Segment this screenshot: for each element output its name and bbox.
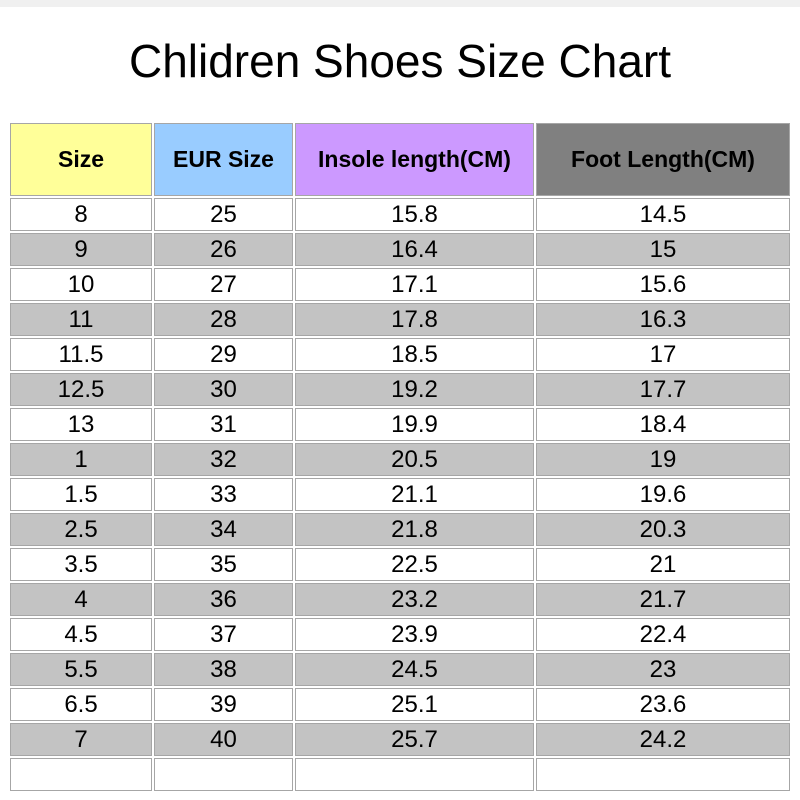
table-cell: 15.6 (536, 268, 790, 301)
table-cell: 20.5 (295, 443, 534, 476)
table-cell: 6.5 (10, 688, 152, 721)
column-header-eur-size: EUR Size (154, 123, 293, 196)
table-cell: 11.5 (10, 338, 152, 371)
table-cell: 20.3 (536, 513, 790, 546)
table-cell: 19.2 (295, 373, 534, 406)
table-cell: 25 (154, 198, 293, 231)
table-cell: 18.5 (295, 338, 534, 371)
table-cell: 37 (154, 618, 293, 651)
table-cell (536, 758, 790, 791)
table-row: 11.5 29 18.5 17 (10, 338, 790, 371)
table-cell: 23.6 (536, 688, 790, 721)
table-cell: 19.9 (295, 408, 534, 441)
table-cell: 4 (10, 583, 152, 616)
table-cell: 39 (154, 688, 293, 721)
page-title: Chlidren Shoes Size Chart (128, 35, 672, 87)
table-cell: 14.5 (536, 198, 790, 231)
table-cell: 8 (10, 198, 152, 231)
table-cell: 19 (536, 443, 790, 476)
top-bar (0, 0, 800, 7)
column-header-size: Size (10, 123, 152, 196)
table-cell: 17 (536, 338, 790, 371)
table-cell: 31 (154, 408, 293, 441)
table-cell: 34 (154, 513, 293, 546)
table-cell: 16.3 (536, 303, 790, 336)
column-header-foot-length: Foot Length(CM) (536, 123, 790, 196)
table-cell: 26 (154, 233, 293, 266)
table-cell: 18.4 (536, 408, 790, 441)
table-row: 4 36 23.2 21.7 (10, 583, 790, 616)
table-cell: 11 (10, 303, 152, 336)
table-cell: 17.7 (536, 373, 790, 406)
table-cell: 17.8 (295, 303, 534, 336)
table-cell: 15.8 (295, 198, 534, 231)
table-cell: 21.8 (295, 513, 534, 546)
table-cell: 19.6 (536, 478, 790, 511)
table-cell: 23.9 (295, 618, 534, 651)
table-cell: 23.2 (295, 583, 534, 616)
table-cell: 38 (154, 653, 293, 686)
table-cell: 35 (154, 548, 293, 581)
size-chart-table-body: 8 25 15.8 14.5 9 26 16.4 15 10 27 17.1 15.6 11 28 17.8… (10, 198, 790, 791)
table-cell: 21 (536, 548, 790, 581)
table-cell: 22.4 (536, 618, 790, 651)
table-cell: 27 (154, 268, 293, 301)
table-row: 5.5 38 24.5 23 (10, 653, 790, 686)
table-row: 2.5 34 21.8 20.3 (10, 513, 790, 546)
table-cell (295, 758, 534, 791)
table-cell: 3.5 (10, 548, 152, 581)
table-cell: 2.5 (10, 513, 152, 546)
table-row: 11 28 17.8 16.3 (10, 303, 790, 336)
column-header-insole-length: Insole length(CM) (295, 123, 534, 196)
table-cell: 1 (10, 443, 152, 476)
table-cell: 29 (154, 338, 293, 371)
table-cell: 21.1 (295, 478, 534, 511)
table-row: 13 31 19.9 18.4 (10, 408, 790, 441)
table-row: 7 40 25.7 24.2 (10, 723, 790, 756)
table-cell (154, 758, 293, 791)
table-cell: 25.7 (295, 723, 534, 756)
table-cell: 30 (154, 373, 293, 406)
table-cell: 32 (154, 443, 293, 476)
table-row: 6.5 39 25.1 23.6 (10, 688, 790, 721)
table-cell: 23 (536, 653, 790, 686)
table-cell: 40 (154, 723, 293, 756)
table-cell: 13 (10, 408, 152, 441)
table-row: 3.5 35 22.5 21 (10, 548, 790, 581)
table-cell: 17.1 (295, 268, 534, 301)
table-cell: 16.4 (295, 233, 534, 266)
table-cell: 33 (154, 478, 293, 511)
table-cell: 24.2 (536, 723, 790, 756)
table-cell: 21.7 (536, 583, 790, 616)
table-row: 1 32 20.5 19 (10, 443, 790, 476)
table-row: 10 27 17.1 15.6 (10, 268, 790, 301)
table-row: 12.5 30 19.2 17.7 (10, 373, 790, 406)
table-row: 9 26 16.4 15 (10, 233, 790, 266)
table-cell: 22.5 (295, 548, 534, 581)
table-row: 8 25 15.8 14.5 (10, 198, 790, 231)
table-row: 4.5 37 23.9 22.4 (10, 618, 790, 651)
table-cell: 7 (10, 723, 152, 756)
table-cell: 9 (10, 233, 152, 266)
table-cell: 36 (154, 583, 293, 616)
table-cell: 1.5 (10, 478, 152, 511)
table-cell: 24.5 (295, 653, 534, 686)
table-cell: 15 (536, 233, 790, 266)
table-cell: 25.1 (295, 688, 534, 721)
table-cell (10, 758, 152, 791)
table-cell: 4.5 (10, 618, 152, 651)
size-chart-header: Size EUR Size Insole length(CM) Foot Len… (10, 123, 790, 196)
table-row (10, 758, 790, 791)
size-chart-table: Size EUR Size Insole length(CM) Foot Len… (8, 121, 792, 793)
table-cell: 5.5 (10, 653, 152, 686)
table-cell: 10 (10, 268, 152, 301)
header-row: Size EUR Size Insole length(CM) Foot Len… (10, 123, 790, 196)
table-cell: 12.5 (10, 373, 152, 406)
table-row: 1.5 33 21.1 19.6 (10, 478, 790, 511)
table-cell: 28 (154, 303, 293, 336)
